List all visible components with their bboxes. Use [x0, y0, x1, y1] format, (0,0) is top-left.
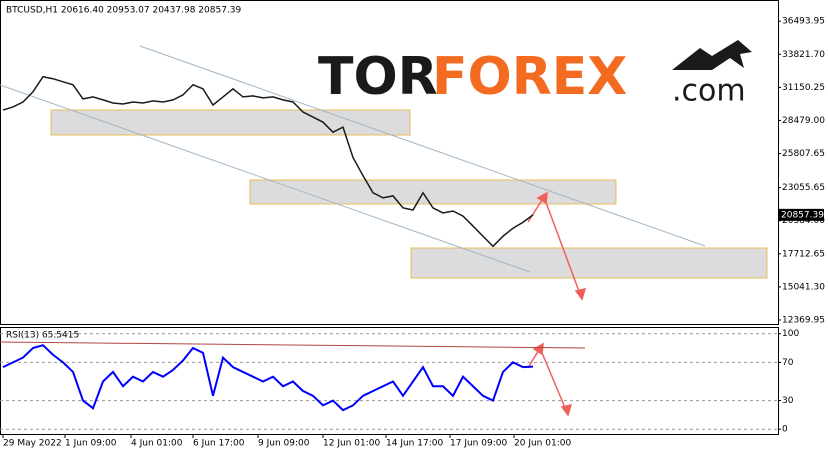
price-label: 20857.39 — [781, 210, 824, 220]
x-tick-label: 12 Jun 01:00 — [323, 439, 380, 449]
rsi-trendline — [0, 341, 586, 349]
x-tick-label: 4 Jun 01:00 — [131, 439, 183, 449]
x-tick-label: 14 Jun 17:00 — [386, 439, 443, 449]
y-tick-label: 17712.65 — [782, 249, 825, 259]
y-tick-label: 31150.25 — [782, 83, 825, 93]
x-tick-label: 1 Jun 09:00 — [65, 439, 117, 449]
y-tick-label: 70 — [782, 358, 794, 368]
zone — [410, 247, 768, 279]
y-tick-label: 100 — [782, 329, 799, 339]
zone — [50, 109, 411, 136]
y-tick-label: 23055.65 — [782, 183, 825, 193]
chart-title: BTCUSD,H1 20616.40 20953.07 20437.98 208… — [6, 6, 242, 16]
zone — [249, 179, 617, 205]
price-label-box — [779, 208, 824, 221]
x-tick-label: 17 Jun 09:00 — [450, 439, 507, 449]
rsi-panel — [0, 327, 779, 435]
x-tick-label: 20 Jun 01:00 — [514, 439, 571, 449]
y-tick-label: 25807.65 — [782, 149, 825, 159]
series-line — [2, 344, 534, 412]
y-tick-label: 33821.70 — [782, 50, 825, 60]
x-tick-label: 9 Jun 09:00 — [258, 439, 310, 449]
y-tick-label: 0 — [782, 425, 788, 435]
channel-line — [139, 45, 706, 247]
x-tick-label: 6 Jun 17:00 — [193, 439, 245, 449]
y-tick-label: 28479.00 — [782, 116, 825, 126]
y-tick-label: 12369.95 — [782, 315, 825, 325]
y-tick-label: 20384.00 — [782, 216, 825, 226]
y-tick-label: 36493.95 — [782, 17, 825, 27]
logo-left: TOR — [318, 47, 438, 107]
y-tick-label: 15041.30 — [782, 282, 825, 292]
series-line — [2, 75, 534, 248]
x-tick-label: 29 May 2022 — [3, 439, 62, 449]
arrows — [527, 191, 587, 417]
logo-accent: FOREX — [432, 47, 627, 107]
logo-bull — [672, 40, 752, 70]
rsi-title: RSI(13) 65.5415 — [6, 331, 79, 341]
channel-line — [0, 84, 531, 273]
logo-right: .com — [672, 74, 746, 109]
y-tick-label: 30 — [782, 396, 794, 406]
watermark: TOR FOREX .com — [318, 40, 752, 109]
